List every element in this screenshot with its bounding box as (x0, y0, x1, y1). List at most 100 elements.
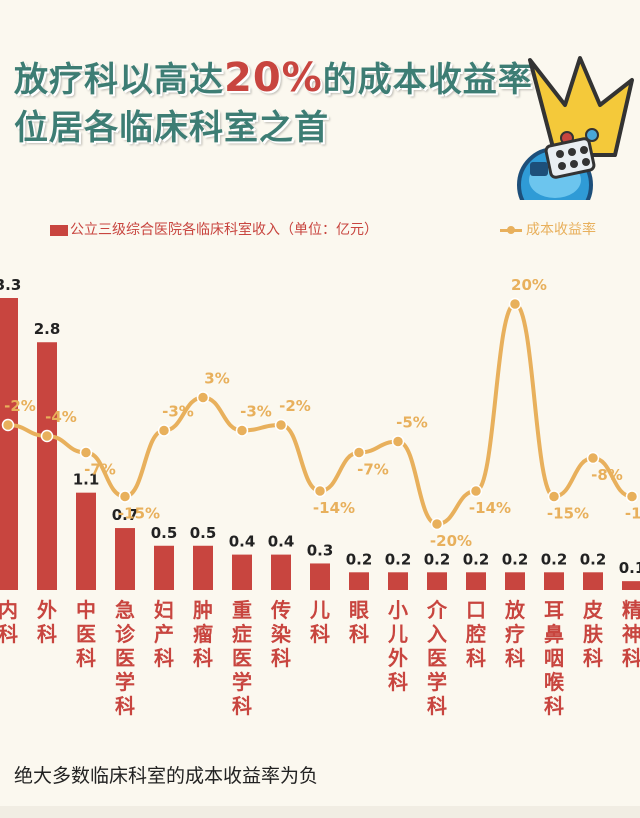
bar-value-label: 0.4 (229, 533, 256, 551)
bar (466, 572, 486, 590)
category-label: 医 (115, 646, 135, 670)
bar-series (0, 298, 640, 590)
category-label: 皮 (583, 598, 603, 622)
category-label: 科 (0, 622, 18, 646)
category-label: 儿 (309, 598, 330, 622)
bar-value-label: 0.2 (385, 550, 412, 568)
legend-line: 成本收益率 (500, 219, 596, 239)
legend-bar-label: 公立三级综合医院各临床科室收入（单位：亿元） (70, 222, 378, 238)
category-label: 放 (504, 598, 526, 622)
line-value-label: -7% (357, 461, 389, 479)
category-label: 中 (76, 598, 96, 622)
category-label: 染 (271, 622, 292, 646)
line-value-label: 20% (511, 276, 547, 294)
line-value-label: 3% (204, 370, 229, 388)
line-value-label: -2% (4, 397, 36, 415)
category-label: 科 (427, 694, 447, 718)
line-point (586, 451, 600, 465)
category-label: 科 (37, 622, 57, 646)
line-value-label: -8% (591, 466, 623, 484)
bar (583, 572, 603, 590)
bottom-strip (0, 806, 640, 818)
bar-value-label: 1.1 (73, 471, 100, 489)
bar (349, 572, 369, 590)
line-value-label: -20% (430, 532, 472, 550)
line-point (352, 446, 366, 459)
bar-value-label: 0.2 (502, 550, 529, 568)
category-label: 喉 (544, 670, 565, 694)
bar (0, 298, 18, 590)
category-label: 科 (544, 694, 564, 718)
category-label: 肿 (193, 598, 213, 622)
legend-bar-swatch (50, 224, 68, 236)
category-label: 瘤 (193, 622, 213, 646)
line-value-label: -3% (240, 403, 272, 421)
category-label: 科 (115, 694, 135, 718)
bar-value-label: 0.7 (112, 506, 139, 524)
category-label: 科 (193, 646, 213, 670)
line-point (1, 418, 15, 432)
line-point (625, 490, 639, 503)
category-label: 科 (349, 622, 369, 646)
category-label: 医 (76, 622, 96, 646)
category-label: 传 (270, 598, 291, 622)
category-label: 科 (232, 694, 252, 718)
category-label: 重 (232, 598, 252, 622)
category-label: 耳 (544, 598, 564, 622)
category-label: 科 (622, 646, 640, 670)
line-value-label: -15% (547, 505, 589, 523)
category-label: 介 (426, 598, 448, 622)
category-label: 眼 (349, 598, 369, 622)
category-label: 科 (154, 646, 174, 670)
bar-value-label: 0.2 (424, 550, 451, 568)
category-label: 神 (622, 622, 640, 646)
line-point (118, 490, 132, 503)
category-label: 科 (505, 646, 525, 670)
bar (310, 563, 330, 590)
line-point (235, 424, 249, 437)
bar-value-label: 0.2 (541, 550, 568, 568)
category-label: 诊 (115, 622, 136, 646)
category-label: 学 (427, 670, 447, 694)
bar-value-label: 0.2 (580, 550, 607, 568)
line-value-label: -4% (45, 408, 77, 426)
bar-value-label: 0.2 (463, 550, 490, 568)
bar (193, 545, 213, 590)
category-label: 口 (466, 598, 486, 622)
bar-value-label: 0.5 (151, 524, 178, 542)
page-title-line1: 放疗科以高达20%的成本收益率 (14, 52, 533, 101)
bar (622, 581, 640, 590)
category-label: 症 (232, 622, 252, 646)
category-label: 精 (622, 598, 640, 622)
bar (427, 572, 447, 590)
category-label: 科 (583, 646, 603, 670)
line-point (40, 429, 54, 443)
bar-value-label: 0.4 (268, 533, 295, 551)
line-point (547, 490, 561, 503)
line-point (79, 446, 93, 459)
legend-line-swatch (500, 225, 522, 234)
category-label: 科 (76, 646, 96, 670)
line-value-label: -14% (313, 499, 355, 517)
bar (271, 554, 291, 590)
category-label: 咽 (544, 646, 564, 670)
line-value-label: -15% (625, 505, 640, 523)
line-value-label: -14% (469, 499, 511, 517)
category-label: 小 (388, 598, 408, 622)
bar-value-label: 2.8 (34, 320, 61, 338)
category-label: 产 (154, 622, 174, 646)
title-text-post: 的成本收益率 (322, 60, 533, 100)
chart-caption: 绝大多数临床科室的成本收益率为负 (14, 765, 319, 787)
category-label: 妇 (154, 598, 174, 622)
bar (388, 572, 408, 590)
category-label: 科 (466, 646, 486, 670)
bar (232, 554, 252, 590)
category-label: 学 (232, 670, 252, 694)
line-point (313, 484, 327, 498)
line-series (1, 297, 639, 531)
line-point (391, 435, 405, 448)
bar-value-label: 0.1 (619, 559, 640, 577)
line-point (469, 484, 483, 498)
line-point (157, 424, 171, 437)
category-label: 鼻 (544, 622, 564, 646)
